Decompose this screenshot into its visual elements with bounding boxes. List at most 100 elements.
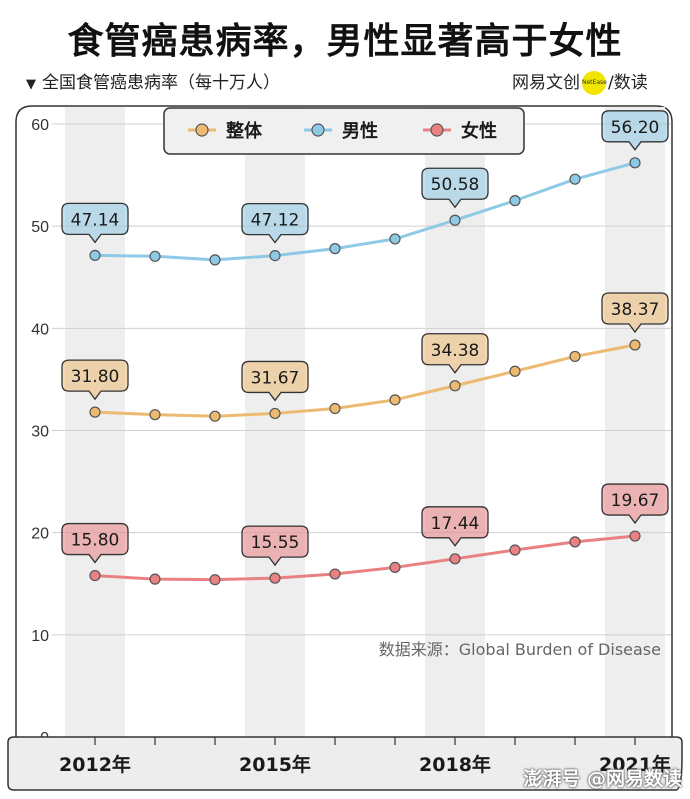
data-point-female (89, 569, 101, 582)
triangle-down-icon: ▼ (26, 77, 36, 92)
data-label-bubble (61, 522, 129, 564)
data-label-overall: 38.37 (601, 292, 669, 334)
data-label-text: 56.20 (611, 118, 660, 138)
data-label-overall: 31.67 (241, 360, 309, 402)
data-label-male: 56.20 (601, 110, 669, 151)
x-tick-label: 2015年 (239, 753, 311, 776)
data-point-overall (269, 407, 281, 420)
data-label-text: 31.80 (71, 367, 120, 387)
data-point-overall (509, 365, 521, 377)
data-label-text: 47.12 (251, 211, 300, 231)
x-tick-label: 2021年 (599, 753, 671, 776)
data-label-text: 50.58 (431, 175, 480, 195)
data-label-bubble (421, 167, 489, 209)
data-label-male: 47.14 (61, 202, 129, 244)
legend-label-overall: 整体 (225, 120, 263, 142)
data-label-male: 47.12 (241, 202, 309, 244)
data-point-male (209, 254, 221, 266)
data-label-text: 19.67 (611, 491, 660, 511)
data-point-male (269, 249, 281, 262)
data-label-female: 15.55 (241, 525, 309, 567)
data-point-male (149, 250, 161, 262)
x-tick-label: 2012年 (59, 753, 131, 776)
chart-subtitle: ▼ 全国食管癌患病率（每十万人） (26, 68, 280, 93)
data-point-female (209, 574, 221, 586)
shade-band (65, 107, 125, 737)
legend: 整体 男性 女性 (163, 107, 525, 155)
data-point-female (329, 568, 341, 580)
data-label-bubble (61, 359, 129, 401)
data-point-overall (89, 406, 101, 418)
data-label-male: 50.58 (421, 167, 489, 209)
data-label-bubble (601, 292, 669, 334)
data-point-overall (569, 350, 581, 363)
x-axis-bar (7, 736, 683, 791)
legend-label-female: 女性 (461, 120, 497, 142)
y-tick-label: 20 (31, 526, 49, 543)
source-note: 数据来源：Global Burden of Disease (379, 640, 661, 659)
shade-band (605, 107, 665, 737)
data-point-female (629, 530, 641, 542)
legend-marker-male (311, 123, 325, 137)
data-label-text: 17.44 (431, 514, 480, 534)
shade-band (245, 107, 305, 737)
legend-label-male: 男性 (342, 120, 378, 142)
x-tick-label: 2018年 (419, 753, 491, 776)
data-label-bubble (241, 525, 309, 567)
series-line-male (94, 161, 636, 262)
data-point-male (449, 214, 461, 226)
brand-separator: / (608, 73, 614, 93)
subtitle-text: 全国食管癌患病率（每十万人） (42, 73, 280, 93)
brand-name: 网易文创 (512, 73, 580, 93)
y-tick-label: 10 (31, 628, 49, 645)
data-label-overall: 34.38 (421, 333, 489, 374)
series-line-female (94, 534, 636, 582)
legend-marker-female (430, 123, 444, 137)
data-label-bubble (601, 483, 669, 525)
plot-frame (15, 105, 673, 758)
y-tick-label: 40 (31, 321, 49, 338)
legend-marker-overall (195, 123, 209, 137)
data-point-female (269, 572, 281, 584)
data-label-female: 19.67 (601, 483, 669, 525)
data-label-bubble (241, 360, 309, 402)
series-line-overall (94, 343, 636, 418)
data-label-text: 34.38 (431, 341, 480, 361)
y-tick-label: 50 (31, 219, 49, 236)
brand-product: 数读 (613, 73, 648, 93)
data-point-overall (389, 394, 401, 406)
data-label-text: 31.67 (251, 368, 300, 388)
data-label-text: 15.55 (251, 533, 300, 553)
data-label-text: 47.14 (71, 210, 120, 230)
data-point-female (449, 553, 461, 565)
data-point-male (89, 249, 101, 261)
data-point-male (569, 173, 581, 185)
data-label-overall: 31.80 (61, 359, 129, 401)
data-label-text: 15.80 (71, 531, 120, 551)
watermark: 澎湃号 @网易数读 (523, 768, 682, 790)
data-point-male (629, 157, 641, 169)
data-point-female (569, 536, 581, 548)
data-point-overall (449, 380, 461, 392)
y-tick-label: 30 (31, 424, 49, 441)
data-label-bubble (421, 506, 489, 547)
data-point-male (389, 233, 401, 245)
data-label-bubble (421, 333, 489, 374)
brand-logo-icon: NetEase (582, 71, 607, 95)
data-label-female: 17.44 (421, 506, 489, 547)
shade-band (425, 107, 485, 737)
data-point-male (509, 195, 521, 207)
data-point-overall (149, 409, 161, 421)
data-label-text: 38.37 (611, 300, 660, 320)
data-point-female (509, 544, 521, 556)
data-point-overall (629, 339, 641, 351)
data-label-bubble (601, 110, 669, 151)
data-point-female (389, 561, 401, 574)
y-tick-label: 60 (31, 117, 49, 134)
data-label-bubble (241, 202, 309, 244)
data-label-female: 15.80 (61, 522, 129, 564)
legend-box (163, 107, 525, 155)
data-label-bubble (61, 202, 129, 244)
data-point-male (329, 243, 341, 255)
